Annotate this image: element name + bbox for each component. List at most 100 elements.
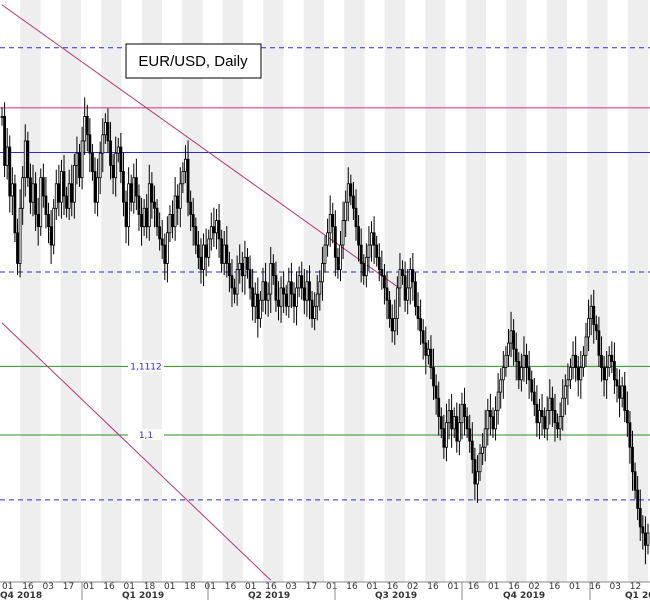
- candle-body: [47, 214, 50, 228]
- date-band: [222, 0, 243, 582]
- candle-body: [346, 183, 350, 203]
- candle-body: [44, 195, 48, 215]
- candle-body: [158, 226, 162, 240]
- candle-body: [496, 391, 500, 411]
- candle-body: [220, 238, 224, 264]
- candle-body: [57, 183, 61, 203]
- candle-body: [323, 244, 327, 264]
- candle-body: [525, 354, 528, 368]
- candle-body: [344, 201, 348, 221]
- candle-body: [333, 226, 337, 258]
- chart-title: EUR/USD, Daily: [138, 53, 248, 70]
- x-tick-label: 01: [488, 582, 499, 592]
- candle-body: [153, 201, 156, 209]
- date-band: [506, 0, 527, 582]
- candle-body: [416, 305, 420, 319]
- candle-body: [23, 140, 27, 179]
- x-tick-label: 16: [346, 582, 358, 592]
- candle-body: [54, 183, 58, 209]
- x-tick-label: 01: [245, 582, 256, 592]
- candle-body: [313, 305, 317, 319]
- candle-body: [60, 171, 63, 203]
- candle-body: [155, 207, 159, 228]
- candle-body: [124, 201, 128, 228]
- candle-body: [145, 207, 149, 228]
- candle-body: [225, 244, 229, 264]
- candle-body: [527, 367, 531, 381]
- candle-body: [271, 263, 275, 277]
- quarter-label: Q4 2018: [0, 591, 42, 600]
- candle-body: [251, 287, 255, 307]
- candle-body: [519, 367, 523, 381]
- level-label: 1,1: [139, 431, 153, 441]
- x-axis: 01 16 03 17 01 16 01 18 01 18 01 16 01 16 03 17 01 16 01 16…: [0, 581, 650, 600]
- date-band: [182, 0, 203, 582]
- candle-body: [584, 336, 588, 356]
- candle-body: [615, 379, 619, 387]
- candle-body: [442, 428, 446, 448]
- candle-body: [460, 403, 464, 424]
- candle-body: [419, 318, 423, 332]
- x-tick-label: 01: [83, 582, 94, 592]
- candle-body: [607, 354, 611, 368]
- date-band: [141, 0, 162, 582]
- candle-body: [437, 397, 441, 417]
- candle-body: [625, 410, 629, 424]
- candle-body: [80, 140, 84, 179]
- candle-body: [269, 263, 273, 295]
- candle-body: [114, 152, 118, 179]
- x-tick-label: 16: [549, 582, 561, 592]
- candle-body: [215, 220, 218, 234]
- x-tick-label: 02: [529, 582, 540, 592]
- candle-body: [465, 416, 469, 430]
- level-label-bg: [128, 428, 164, 440]
- candle-body: [290, 281, 293, 295]
- x-tick-label: 02: [407, 582, 418, 592]
- level-labels: 1,1112 1,1: [128, 360, 164, 441]
- candle-body: [264, 281, 267, 301]
- candle-body: [196, 244, 200, 258]
- candle-body: [230, 275, 234, 289]
- candle-body: [122, 171, 125, 203]
- date-band: [20, 0, 41, 582]
- candle-body: [49, 226, 53, 246]
- candle-body: [39, 177, 43, 228]
- candle-body: [142, 207, 146, 228]
- candle-body: [452, 416, 456, 430]
- candle-body: [96, 177, 100, 203]
- candle-body: [532, 391, 536, 405]
- candle-body: [507, 342, 510, 356]
- candle-body: [478, 452, 482, 473]
- candle-body: [199, 256, 203, 270]
- candle-body: [266, 293, 270, 301]
- candle-body: [238, 263, 242, 270]
- candle-body: [450, 410, 454, 430]
- candle-body: [494, 410, 497, 430]
- candle-body: [610, 354, 614, 362]
- candle-body: [613, 361, 616, 381]
- candle-body: [605, 367, 609, 381]
- candle-body: [439, 416, 443, 430]
- candle-body: [129, 183, 133, 203]
- candle-body: [390, 318, 394, 332]
- candle-body: [78, 152, 81, 179]
- candle-body: [395, 287, 399, 319]
- candle-body: [178, 183, 182, 209]
- x-tick-label: 16: [589, 582, 601, 592]
- candle-body: [636, 489, 640, 509]
- candle-body: [243, 256, 247, 277]
- candle-body: [62, 171, 66, 197]
- candle-body: [207, 238, 211, 258]
- candle-body: [302, 287, 306, 301]
- x-tick-label: 18: [184, 582, 196, 592]
- candle-body: [147, 183, 151, 228]
- x-axis-background: [0, 582, 650, 600]
- candle-body: [481, 446, 485, 454]
- candle-body: [31, 183, 35, 203]
- x-tick-label: 12: [630, 582, 641, 592]
- candle-body: [514, 348, 518, 362]
- candle-body: [509, 330, 513, 344]
- candle-body: [566, 379, 570, 387]
- candle-body: [282, 287, 286, 295]
- candle-body: [274, 275, 278, 301]
